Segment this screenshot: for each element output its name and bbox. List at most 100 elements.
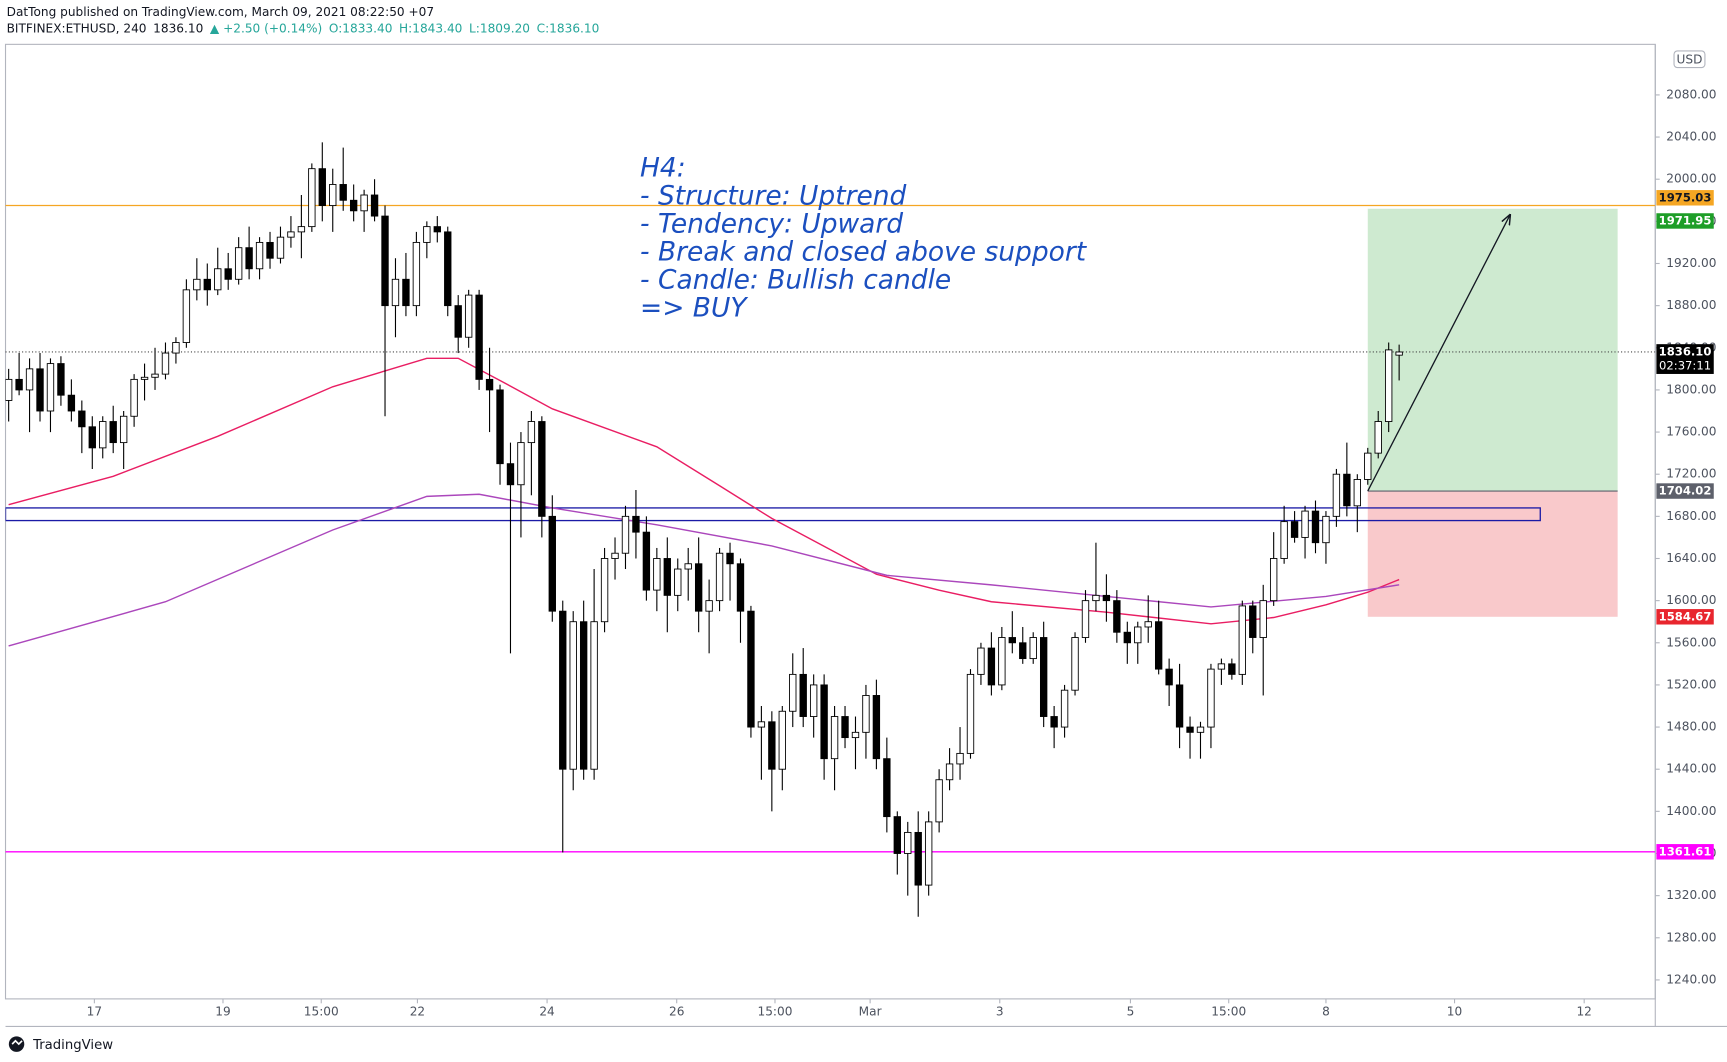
candle-body [423, 226, 431, 243]
candle-body [1364, 452, 1372, 480]
candle-body [1113, 600, 1121, 633]
candle-body [998, 637, 1006, 686]
candle-body [987, 647, 996, 686]
y-tick-label: 2080.00 [1666, 87, 1716, 101]
trade-arrow [1367, 215, 1510, 492]
candle-body [977, 647, 985, 675]
annotation-line: - Tendency: Upward [640, 209, 903, 240]
candle-body [904, 831, 912, 854]
candle-body [559, 610, 567, 770]
x-tick-label: Mar [859, 1005, 882, 1019]
candle-body [25, 368, 34, 391]
candle-body [444, 231, 452, 307]
candle-body [370, 194, 379, 217]
symbol-info: H:1843.40 [399, 21, 462, 35]
candle-body [966, 673, 975, 754]
x-tick-label: 5 [1127, 1005, 1135, 1019]
candle-body [1092, 594, 1100, 602]
annotation-line: - Structure: Uptrend [640, 181, 907, 212]
candle-body [1269, 558, 1278, 602]
price-tag-label: 1584.67 [1659, 609, 1712, 623]
candle-body [308, 168, 316, 228]
candle-body [548, 515, 556, 612]
x-tick-label: 19 [215, 1005, 230, 1019]
brand: TradingView [32, 1038, 113, 1053]
brand-logo [8, 1036, 25, 1052]
symbol-info: ▲ +2.50 (+0.14%) [210, 21, 322, 35]
candle-body [517, 442, 525, 486]
candle-body [193, 278, 201, 291]
candle-body [182, 289, 191, 343]
candle-body [78, 410, 86, 428]
candle-body [36, 368, 44, 412]
candle-body [339, 184, 347, 201]
candle-body [349, 199, 358, 212]
candle-body [203, 278, 211, 291]
candle-body [1207, 668, 1215, 728]
candle-body [496, 389, 504, 465]
candle-body [694, 563, 703, 612]
candle-body [276, 236, 285, 259]
x-tick-label: 10 [1447, 1005, 1462, 1019]
candle-body [893, 816, 901, 854]
candle-body [1249, 605, 1257, 638]
candle-body [809, 684, 818, 717]
candle-body [830, 716, 839, 760]
candle-body [914, 831, 922, 886]
currency: USD [1677, 52, 1703, 66]
candle-body [506, 463, 515, 486]
candle-body [151, 373, 159, 378]
candle-body [747, 610, 755, 728]
candle-body [736, 563, 745, 612]
moving-average [8, 357, 1400, 625]
candle-body [412, 241, 421, 307]
x-tick-label: 8 [1322, 1005, 1330, 1019]
moving-average [8, 493, 1400, 647]
candle-body [621, 515, 630, 554]
candle-body [789, 673, 797, 712]
y-tick-label: 1480.00 [1666, 720, 1716, 734]
candle-body [1259, 600, 1267, 638]
price-tag-label: 1971.95 [1659, 213, 1712, 227]
y-tick-label: 1680.00 [1666, 509, 1716, 523]
symbol-info: L:1809.20 [469, 21, 530, 35]
candle-body [1332, 473, 1341, 517]
candle-body [119, 415, 128, 444]
candle-body [653, 558, 661, 591]
candle-body [611, 552, 619, 559]
candle-body [935, 779, 943, 823]
candle-body [1144, 621, 1152, 628]
candle-body [214, 268, 222, 291]
candle-body [1050, 716, 1058, 728]
x-tick-label: 24 [539, 1005, 555, 1019]
y-tick-label: 1720.00 [1666, 467, 1716, 481]
x-tick-label: 15:00 [1211, 1005, 1246, 1019]
candle-body [1228, 663, 1236, 675]
candle-body [1081, 600, 1090, 638]
candle-body [5, 378, 13, 401]
y-tick-label: 2000.00 [1666, 172, 1716, 186]
symbol-info: C:1836.10 [537, 21, 600, 35]
candle-body [778, 710, 786, 770]
candle-body [663, 558, 671, 596]
countdown: 02:37:11 [1659, 359, 1711, 373]
y-tick-label: 1560.00 [1666, 635, 1716, 649]
candle-body [1290, 521, 1299, 538]
candle-body [715, 552, 724, 602]
candle-body [851, 731, 860, 739]
candle-body [1029, 637, 1037, 660]
candle-body [329, 184, 337, 206]
candle-body [297, 226, 306, 233]
price-tag [1656, 483, 1714, 499]
candle-body [1060, 689, 1069, 728]
candle-body [1165, 668, 1173, 686]
candle-body [757, 721, 766, 728]
candle-body [1123, 631, 1131, 644]
candle-body [1186, 726, 1194, 733]
candle-body [99, 421, 107, 449]
candle-body [402, 278, 410, 307]
currency-box [1673, 50, 1706, 69]
candle-body [57, 363, 65, 396]
price-tag-label: 1361.61 [1659, 844, 1712, 858]
candle-body [632, 515, 640, 533]
